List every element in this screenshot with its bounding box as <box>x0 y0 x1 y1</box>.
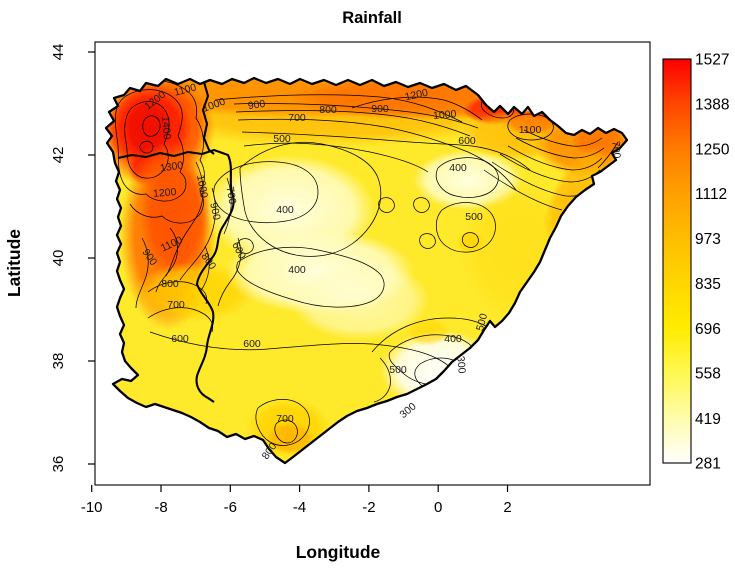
svg-text:36: 36 <box>50 456 67 473</box>
svg-text:1527: 1527 <box>695 52 729 69</box>
svg-text:400: 400 <box>288 264 306 276</box>
svg-text:1000: 1000 <box>433 108 457 122</box>
svg-text:700: 700 <box>288 112 306 124</box>
svg-text:1250: 1250 <box>695 141 730 158</box>
svg-text:800: 800 <box>161 278 179 290</box>
svg-text:400: 400 <box>276 204 294 216</box>
svg-text:900: 900 <box>371 103 389 115</box>
page-title: Rainfall <box>342 9 402 27</box>
svg-text:1388: 1388 <box>695 97 729 114</box>
svg-text:400: 400 <box>444 333 462 345</box>
svg-text:600: 600 <box>458 135 476 147</box>
svg-text:1300: 1300 <box>159 159 184 174</box>
spain-portugal-border <box>117 148 235 403</box>
colorbar-tick-labels: 1527 1388 1250 1112 973 835 696 558 419 281 <box>695 52 730 473</box>
colorbar: 1527 1388 1250 1112 973 835 696 558 419 281 <box>662 52 730 473</box>
svg-text:600: 600 <box>171 333 189 345</box>
svg-text:42: 42 <box>50 147 67 164</box>
svg-text:281: 281 <box>695 456 721 473</box>
svg-text:1100: 1100 <box>519 124 542 136</box>
svg-text:700: 700 <box>276 413 294 425</box>
svg-text:696: 696 <box>695 321 721 338</box>
svg-text:40: 40 <box>50 250 67 267</box>
galicia-boundary <box>201 81 215 155</box>
y-axis: 36 38 40 42 44 <box>50 44 95 473</box>
svg-text:-8: -8 <box>154 499 167 516</box>
svg-text:500: 500 <box>474 312 490 332</box>
svg-text:38: 38 <box>50 353 67 370</box>
svg-text:600: 600 <box>243 338 261 350</box>
plot-frame <box>94 41 651 486</box>
svg-text:-2: -2 <box>362 499 375 516</box>
iberia-coastline <box>104 76 629 465</box>
svg-text:700: 700 <box>167 299 185 311</box>
svg-text:500: 500 <box>273 133 291 145</box>
svg-text:-4: -4 <box>293 499 306 516</box>
svg-text:1400: 1400 <box>159 116 173 140</box>
svg-text:973: 973 <box>695 231 721 248</box>
svg-text:1100: 1100 <box>173 81 198 98</box>
svg-text:558: 558 <box>695 366 721 383</box>
svg-text:1112: 1112 <box>695 186 727 203</box>
svg-text:400: 400 <box>449 162 467 174</box>
svg-text:0: 0 <box>434 499 442 516</box>
svg-text:500: 500 <box>465 211 483 223</box>
svg-text:500: 500 <box>389 364 407 376</box>
colorbar-gradient <box>662 58 692 464</box>
y-axis-label: Latitude <box>4 229 24 297</box>
svg-text:800: 800 <box>319 104 337 116</box>
svg-text:2: 2 <box>503 499 511 516</box>
x-axis: -10 -8 -6 -4 -2 0 2 <box>81 485 512 516</box>
svg-text:300: 300 <box>398 400 419 421</box>
svg-text:1000: 1000 <box>194 174 210 199</box>
svg-text:44: 44 <box>50 44 67 61</box>
svg-text:900: 900 <box>247 98 266 112</box>
svg-text:700: 700 <box>224 186 239 205</box>
svg-text:700: 700 <box>609 140 622 159</box>
x-axis-label: Longitude <box>296 542 381 562</box>
svg-text:835: 835 <box>695 276 721 293</box>
svg-text:1200: 1200 <box>404 87 429 104</box>
svg-text:419: 419 <box>695 411 721 428</box>
svg-text:-10: -10 <box>81 499 103 516</box>
svg-text:-6: -6 <box>224 499 237 516</box>
svg-text:300: 300 <box>454 355 467 374</box>
svg-text:1200: 1200 <box>153 186 177 200</box>
svg-text:900: 900 <box>207 202 222 222</box>
